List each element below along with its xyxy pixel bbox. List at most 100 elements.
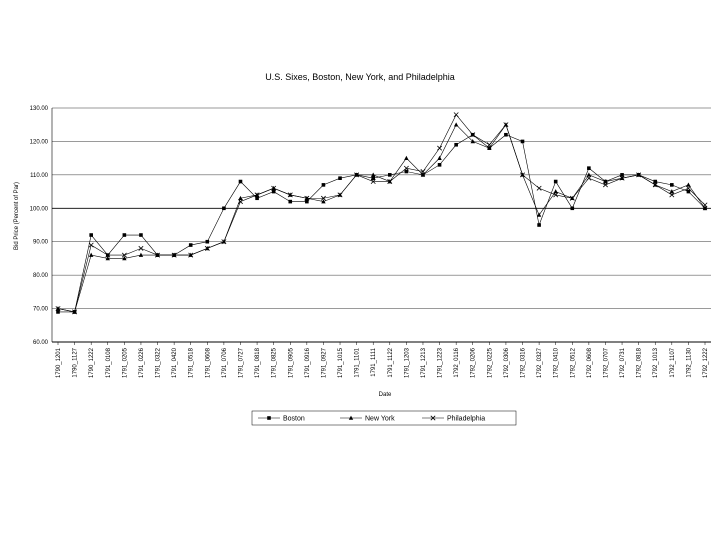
x-marker-stroke <box>204 245 210 251</box>
x-tick-label: 1792_1013 <box>653 347 659 378</box>
x-tick-label: 1791_0825 <box>272 347 278 378</box>
x-marker-stroke <box>669 192 675 198</box>
legend: Boston New York Philadelphia <box>251 410 517 426</box>
data-point-boston <box>553 179 558 184</box>
x-marker-stroke <box>520 172 525 178</box>
x-marker-stroke <box>470 132 476 138</box>
data-point-new-york <box>487 145 492 150</box>
data-point-boston <box>271 189 276 194</box>
data-point-boston <box>122 233 127 237</box>
legend-label-boston: Boston <box>283 416 305 423</box>
y-tick-label: 100.00 <box>30 206 49 212</box>
legend-box <box>251 410 517 426</box>
data-point-philadelphia <box>304 195 310 201</box>
data-point-philadelphia <box>636 172 642 178</box>
x-tick-label: 1792_0707 <box>603 347 609 378</box>
x-tick-label: 1792_0306 <box>504 347 510 378</box>
data-point-boston <box>139 233 143 237</box>
data-point-new-york <box>453 122 459 127</box>
data-point-boston <box>188 243 193 247</box>
data-point-philadelphia <box>287 192 293 198</box>
x-tick-label: 1792_0818 <box>637 347 643 378</box>
data-point-new-york <box>138 252 144 257</box>
data-point-boston <box>371 176 376 180</box>
x-tick-label: 1791_0706 <box>222 347 228 378</box>
x-tick-label: 1791_0226 <box>139 347 145 378</box>
x-tick-label: 1792_0225 <box>487 347 493 378</box>
data-point-new-york <box>603 179 608 184</box>
y-tick-label: 90.00 <box>33 240 49 246</box>
y-tick-label: 120.00 <box>30 139 49 145</box>
x-marker-stroke <box>188 252 194 258</box>
data-point-boston <box>520 139 525 144</box>
data-point-new-york <box>553 189 558 194</box>
data-point-new-york <box>371 172 376 177</box>
x-tick-label: 1791_0518 <box>189 347 195 378</box>
x-marker-stroke <box>403 165 409 171</box>
x-marker-stroke <box>337 192 343 198</box>
legend-marker-boston <box>267 416 271 420</box>
x-tick-label: 1791_0818 <box>255 347 261 378</box>
data-point-new-york <box>404 155 409 160</box>
x-marker-stroke <box>453 112 459 118</box>
x-tick-label: 1792_1130 <box>686 347 692 377</box>
x-tick-label: 1791_0916 <box>305 347 311 378</box>
data-point-boston <box>404 169 409 174</box>
data-point-philadelphia <box>88 242 94 248</box>
data-point-boston <box>587 166 591 170</box>
x-axis-label: Date <box>379 392 392 398</box>
x-marker-stroke <box>702 202 708 208</box>
x-tick-label: 1792_0410 <box>554 347 560 378</box>
data-point-philadelphia <box>470 132 476 138</box>
y-tick-label: 80.00 <box>33 273 49 279</box>
data-point-new-york <box>702 205 708 211</box>
data-point-boston <box>89 233 93 237</box>
data-point-philadelphia <box>254 192 260 198</box>
x-tick-label: 1792_0608 <box>587 347 593 378</box>
x-tick-label: 1791_0927 <box>321 347 327 378</box>
y-axis-label: Bid Price (Percent of Par) <box>14 182 20 250</box>
data-point-new-york <box>122 256 127 261</box>
data-point-boston <box>338 176 342 180</box>
data-point-new-york <box>420 172 426 177</box>
data-point-philadelphia <box>238 199 243 205</box>
x-marker-stroke <box>55 306 61 312</box>
data-point-boston <box>537 223 541 227</box>
y-tick-label: 60.00 <box>33 340 49 346</box>
data-point-philadelphia <box>320 195 326 201</box>
data-point-boston <box>387 173 392 177</box>
series-line-boston <box>58 134 706 313</box>
data-point-philadelphia <box>586 175 592 181</box>
data-point-philadelphia <box>569 195 575 201</box>
data-point-philadelphia <box>138 245 144 251</box>
data-point-philadelphia <box>652 182 658 188</box>
data-point-philadelphia <box>387 179 393 185</box>
data-point-new-york <box>88 252 94 257</box>
data-point-philadelphia <box>188 252 194 258</box>
x-marker-stroke <box>254 192 260 198</box>
x-tick-label: 1792_1222 <box>703 347 709 378</box>
x-marker-stroke <box>536 185 542 191</box>
x-marker-stroke <box>586 175 592 181</box>
legend-label-philadelphia: Philadelphia <box>447 416 485 423</box>
x-tick-label: 1791_0608 <box>205 347 211 378</box>
x-tick-label: 1791_1203 <box>404 347 410 378</box>
x-marker-stroke <box>221 239 227 245</box>
x-tick-label: 1790_1222 <box>89 347 95 378</box>
data-point-philadelphia <box>420 169 426 174</box>
x-marker-stroke <box>105 252 111 258</box>
data-point-new-york <box>321 199 326 204</box>
data-point-philadelphia <box>370 179 376 185</box>
plot-layer: 60.00 70.00 80.00 90.00 100.00 110.00 120.00 13… <box>30 106 711 378</box>
x-marker-stroke <box>370 179 376 185</box>
data-point-boston <box>205 239 210 244</box>
data-point-new-york <box>586 172 592 177</box>
data-point-new-york <box>669 189 675 194</box>
data-point-boston <box>288 199 293 204</box>
x-marker-stroke <box>503 122 509 128</box>
data-point-philadelphia <box>354 172 360 178</box>
data-point-philadelphia <box>602 182 608 188</box>
x-marker-stroke <box>72 309 78 315</box>
x-tick-label: 1791_0108 <box>106 347 112 378</box>
data-point-boston <box>255 196 259 201</box>
